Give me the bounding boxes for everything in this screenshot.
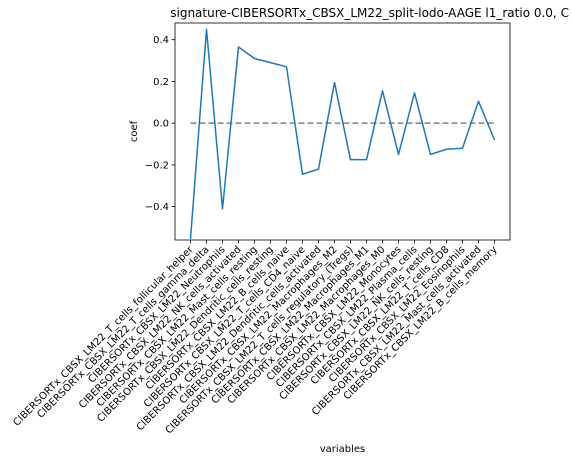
x-ticks: CIBERSORTx_CBSX_LM22_T_cells_follicular_… (11, 240, 500, 436)
chart-title: signature-CIBERSORTx_CBSX_LM22_split-lod… (170, 6, 572, 20)
series-line (189, 28, 496, 240)
y-tick-label: 0.4 (153, 35, 169, 46)
x-axis-label: variables (320, 444, 366, 455)
y-tick-label: 0.2 (153, 77, 169, 88)
series-line-layer (189, 28, 496, 240)
y-tick-label: −0.2 (145, 160, 169, 171)
y-tick-label: 0.0 (153, 119, 169, 130)
plot-frame (174, 22, 511, 241)
y-ticks: −0.4 −0.2 0.0 0.2 0.4 (145, 35, 175, 213)
y-axis-label: coef (129, 120, 140, 142)
y-tick-label: −0.4 (145, 202, 169, 213)
